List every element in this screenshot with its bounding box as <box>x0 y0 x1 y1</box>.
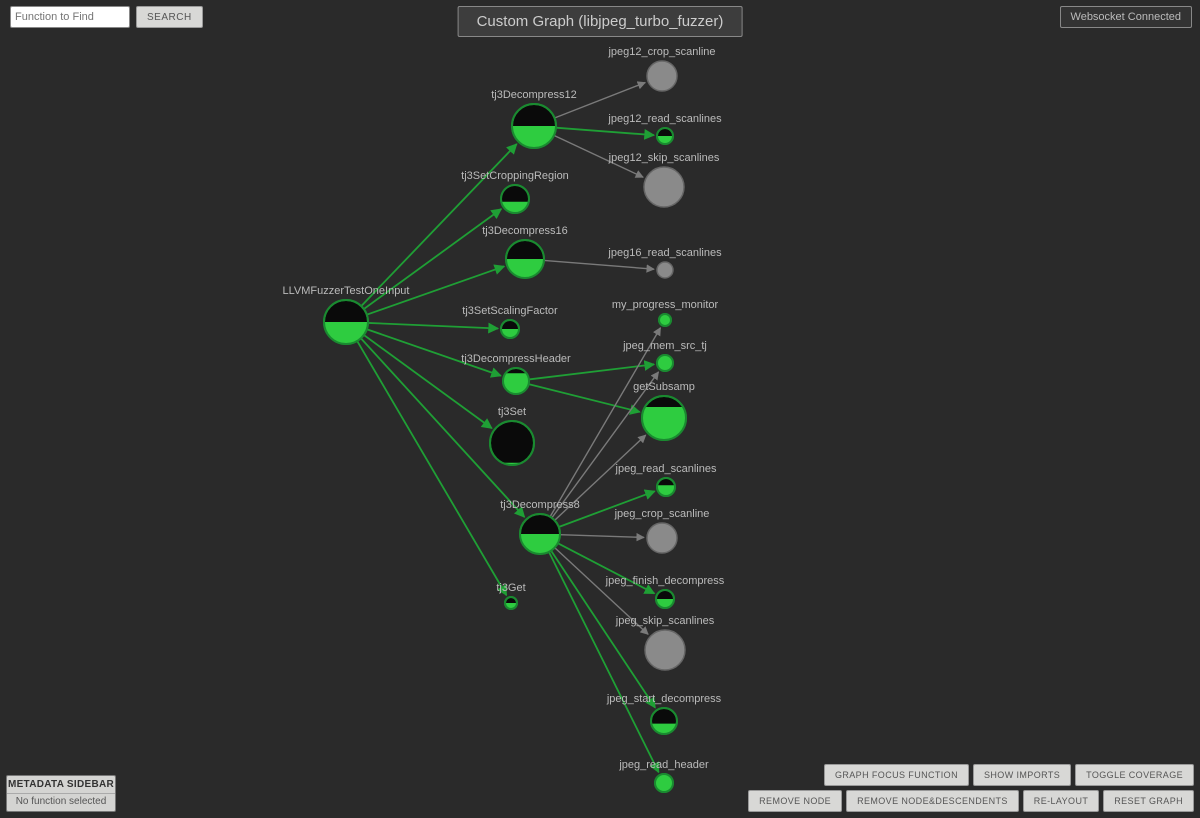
search-input[interactable] <box>10 6 130 28</box>
metadata-sidebar-subtext: No function selected <box>7 793 115 811</box>
graph-edge <box>357 341 506 595</box>
graph-edge <box>364 335 492 428</box>
graph-node-label: tj3DecompressHeader <box>461 353 571 365</box>
metadata-sidebar-header: METADATA SIDEBAR <box>7 776 115 793</box>
reset-graph-button[interactable]: RESET GRAPH <box>1103 790 1194 812</box>
graph-focus-function-button[interactable]: GRAPH FOCUS FUNCTION <box>824 764 969 786</box>
graph-node[interactable]: tj3Decompress8 <box>500 499 579 554</box>
metadata-sidebar[interactable]: METADATA SIDEBAR No function selected <box>6 775 116 812</box>
graph-edge <box>560 535 644 538</box>
graph-node[interactable]: jpeg_skip_scanlines <box>615 615 715 670</box>
graph-node-label: tj3Get <box>496 582 525 594</box>
graph-node[interactable]: my_progress_monitor <box>612 299 719 326</box>
graph-node-label: tj3Decompress16 <box>482 225 568 237</box>
graph-node-label: jpeg_crop_scanline <box>614 508 710 520</box>
websocket-status: Websocket Connected <box>1060 6 1192 28</box>
graph-edge <box>544 260 654 269</box>
graph-node[interactable]: tj3Decompress12 <box>491 89 577 148</box>
graph-node-label: jpeg_start_decompress <box>606 693 722 705</box>
graph-node[interactable]: tj3Set <box>490 406 534 465</box>
graph-node-label: jpeg12_crop_scanline <box>607 46 715 58</box>
graph-node[interactable]: tj3DecompressHeader <box>461 353 571 394</box>
graph-node-label: jpeg_read_header <box>618 759 709 771</box>
search-button[interactable]: SEARCH <box>136 6 203 28</box>
graph-node[interactable]: jpeg12_read_scanlines <box>607 113 722 144</box>
graph-node-label: tj3Decompress8 <box>500 499 579 511</box>
graph-node-label: jpeg12_read_scanlines <box>607 113 722 125</box>
graph-node-label: jpeg_skip_scanlines <box>615 615 715 627</box>
graph-node[interactable]: jpeg_finish_decompress <box>605 575 725 608</box>
graph-node-label: jpeg_mem_src_tj <box>622 340 707 352</box>
graph-node-label: LLVMFuzzerTestOneInput <box>283 285 410 297</box>
graph-node-label: jpeg12_skip_scanlines <box>608 152 720 164</box>
graph-node-label: tj3Set <box>498 406 526 418</box>
graph-node[interactable]: jpeg12_skip_scanlines <box>608 152 720 207</box>
call-graph-canvas[interactable]: LLVMFuzzerTestOneInput tj3Decompress12 jpe… <box>0 0 1200 818</box>
graph-node[interactable]: getSubsamp <box>633 381 695 440</box>
remove-node-descendents-button[interactable]: REMOVE NODE&DESCENDENTS <box>846 790 1019 812</box>
toggle-coverage-button[interactable]: TOGGLE COVERAGE <box>1075 764 1194 786</box>
graph-node[interactable]: jpeg16_read_scanlines <box>607 247 722 278</box>
graph-edge <box>529 384 640 412</box>
graph-node[interactable]: tj3Get <box>496 582 525 609</box>
graph-node-label: jpeg_read_scanlines <box>615 463 717 475</box>
graph-node-label: tj3SetCroppingRegion <box>461 170 569 182</box>
graph-node[interactable]: tj3SetCroppingRegion <box>461 170 569 213</box>
graph-node-label: jpeg16_read_scanlines <box>607 247 722 259</box>
graph-node-label: tj3Decompress12 <box>491 89 577 101</box>
graph-edge <box>556 128 654 135</box>
graph-node[interactable]: jpeg_crop_scanline <box>614 508 710 553</box>
graph-node[interactable]: jpeg_read_scanlines <box>615 463 717 496</box>
graph-node-label: getSubsamp <box>633 381 695 393</box>
graph-node[interactable]: jpeg_read_header <box>618 759 709 792</box>
graph-node-label: jpeg_finish_decompress <box>605 575 725 587</box>
graph-title: Custom Graph (libjpeg_turbo_fuzzer) <box>458 6 743 37</box>
show-imports-button[interactable]: SHOW IMPORTS <box>973 764 1071 786</box>
graph-node[interactable]: tj3SetScalingFactor <box>462 305 558 338</box>
graph-edge <box>368 323 498 329</box>
graph-node[interactable]: jpeg12_crop_scanline <box>607 46 715 91</box>
graph-node-label: my_progress_monitor <box>612 299 719 311</box>
re-layout-button[interactable]: RE-LAYOUT <box>1023 790 1099 812</box>
graph-node[interactable]: jpeg_start_decompress <box>606 693 722 734</box>
graph-node-label: tj3SetScalingFactor <box>462 305 558 317</box>
action-buttons: GRAPH FOCUS FUNCTION SHOW IMPORTS TOGGLE… <box>748 764 1194 812</box>
graph-node[interactable]: LLVMFuzzerTestOneInput <box>283 285 410 344</box>
remove-node-button[interactable]: REMOVE NODE <box>748 790 842 812</box>
